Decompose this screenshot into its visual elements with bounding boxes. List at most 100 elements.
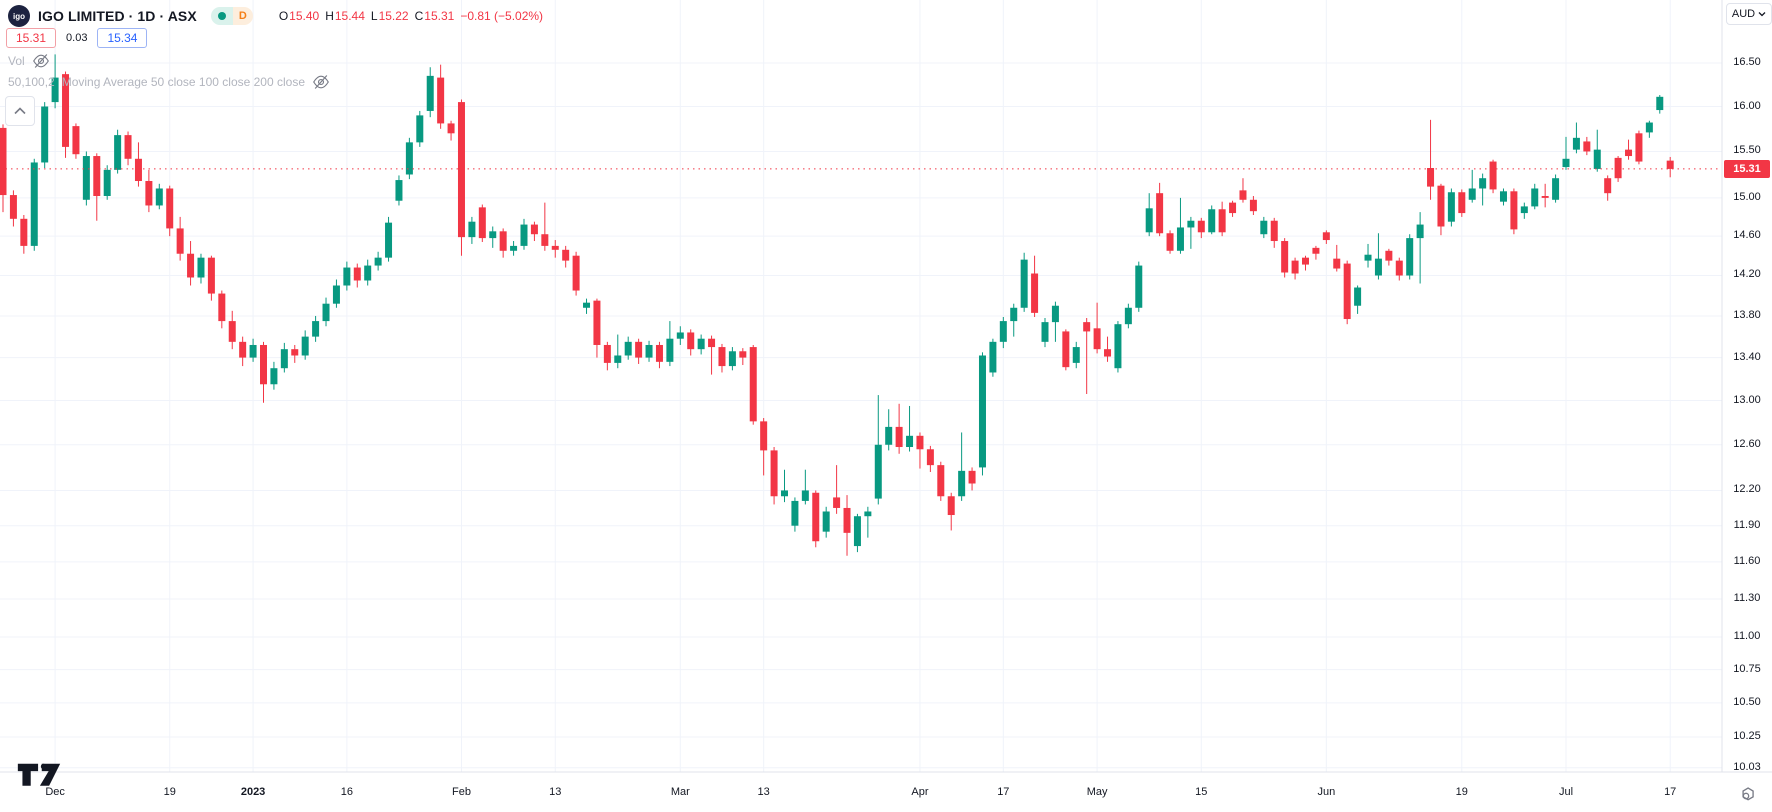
time-tick-label[interactable]: Feb: [451, 786, 471, 798]
low-label: L: [370, 9, 378, 23]
candle-down: [1625, 149, 1633, 157]
price-tick-label[interactable]: 11.30: [1733, 591, 1761, 604]
ohlc-readout: O 15.40 H 15.44 L 15.22 C 15.31 −0.81 (−5.02…: [279, 9, 543, 23]
price-tick-label[interactable]: 16.00: [1733, 99, 1761, 112]
ask-price-box[interactable]: 15.34: [97, 28, 148, 48]
candle-down: [20, 218, 28, 246]
time-tick-label[interactable]: 13: [757, 786, 770, 798]
price-tick-label[interactable]: 15.00: [1733, 190, 1761, 203]
price-tick-label[interactable]: 14.60: [1733, 229, 1761, 242]
candle-down: [72, 126, 80, 155]
price-tick-label[interactable]: 10.25: [1733, 730, 1761, 743]
time-tick-label[interactable]: 19: [1455, 786, 1468, 798]
symbol-logo-text: igo: [13, 11, 25, 21]
ma-values: 50,100,2: [8, 75, 55, 89]
time-tick-label[interactable]: 17: [997, 786, 1010, 798]
candle-up: [30, 162, 38, 246]
close-value: 15.31: [424, 9, 455, 23]
candle-up: [197, 257, 205, 278]
price-tick-label[interactable]: 12.20: [1733, 483, 1761, 496]
candle-down: [124, 135, 132, 159]
price-tick-label[interactable]: 11.90: [1733, 518, 1761, 531]
candle-up: [312, 321, 320, 337]
candle-down: [1156, 193, 1164, 234]
price-tick-label[interactable]: 14.20: [1733, 268, 1761, 281]
price-tick-label[interactable]: 13.00: [1733, 393, 1761, 406]
candle-up: [1520, 206, 1528, 214]
candle-down: [937, 465, 945, 497]
candle-down: [551, 245, 559, 250]
candle-down: [207, 257, 215, 294]
candle-down: [1333, 258, 1341, 269]
price-tick-label[interactable]: 12.60: [1733, 437, 1761, 450]
volume-legend-label[interactable]: Vol: [8, 54, 25, 68]
time-tick-label[interactable]: Jun: [1317, 786, 1336, 798]
candle-up: [614, 355, 622, 363]
axis-settings-gear-icon[interactable]: [1736, 786, 1756, 811]
tradingview-logo[interactable]: [16, 756, 62, 793]
eye-off-icon[interactable]: [32, 53, 50, 69]
candle-down: [1458, 192, 1466, 214]
time-tick-label[interactable]: Apr: [911, 786, 929, 798]
time-tick-label[interactable]: Dec: [45, 786, 65, 798]
time-tick-label[interactable]: 15: [1195, 786, 1208, 798]
candle-up: [114, 135, 122, 170]
candle-up: [989, 341, 997, 373]
candle-up: [728, 351, 736, 367]
price-tick-label[interactable]: 13.80: [1733, 308, 1761, 321]
candle-down: [1666, 160, 1674, 169]
time-tick-label[interactable]: Jul: [1558, 786, 1574, 798]
candle-down: [718, 347, 726, 367]
candle-up: [1645, 122, 1653, 133]
market-open-indicator: [210, 7, 233, 25]
candle-down: [562, 249, 570, 261]
collapse-legend-button[interactable]: [5, 96, 35, 126]
eye-off-icon[interactable]: [312, 74, 330, 90]
market-status-badge[interactable]: D: [210, 7, 253, 25]
candle-down: [1239, 190, 1247, 200]
currency-selector[interactable]: AUD: [1726, 3, 1772, 25]
price-tick-label[interactable]: 13.40: [1733, 350, 1761, 363]
symbol-title[interactable]: IGO LIMITED · 1D · ASX: [38, 8, 197, 24]
candle-down: [593, 300, 601, 345]
symbol-logo: igo: [8, 5, 30, 27]
time-tick-label[interactable]: 19: [163, 786, 176, 798]
candle-up: [416, 115, 424, 143]
candle-up: [1051, 305, 1059, 323]
price-tick-label[interactable]: 10.50: [1733, 695, 1761, 708]
candle-up: [301, 336, 309, 356]
chevron-up-icon: [14, 107, 26, 115]
price-tick-label[interactable]: 16.50: [1733, 55, 1761, 68]
candle-down: [93, 156, 101, 197]
price-tick-label[interactable]: 10.75: [1733, 662, 1761, 675]
time-tick-label[interactable]: Mar: [670, 786, 690, 798]
spread-value: 0.03: [66, 32, 88, 44]
candle-down: [228, 321, 236, 342]
ma-legend-label[interactable]: Moving Average 50 close 100 close 200 cl…: [61, 75, 305, 89]
candle-down: [843, 507, 851, 533]
candle-down: [499, 231, 507, 251]
candle-down: [1281, 241, 1289, 273]
candle-up: [697, 338, 705, 350]
candle-down: [62, 74, 70, 147]
price-tick-label[interactable]: 10.03: [1733, 760, 1761, 773]
time-tick-label[interactable]: 17: [1664, 786, 1677, 798]
candle-down: [1197, 220, 1205, 233]
candle-down: [1291, 260, 1299, 274]
price-tick-label[interactable]: 15.50: [1733, 144, 1761, 157]
candle-up: [1364, 254, 1372, 261]
price-tick-label[interactable]: 11.00: [1733, 630, 1761, 643]
price-tick-label[interactable]: 11.60: [1733, 554, 1761, 567]
candle-down: [572, 255, 580, 291]
candle-down: [447, 123, 455, 134]
candle-up: [583, 302, 591, 308]
time-tick-label[interactable]: 16: [340, 786, 353, 798]
time-tick-label[interactable]: 2023: [240, 786, 266, 798]
candle-down: [655, 344, 663, 362]
candle-up: [822, 511, 830, 532]
time-tick-label[interactable]: May: [1086, 786, 1108, 798]
candle-up: [1374, 258, 1382, 276]
time-tick-label[interactable]: 13: [549, 786, 562, 798]
bid-price-box[interactable]: 15.31: [6, 28, 57, 48]
